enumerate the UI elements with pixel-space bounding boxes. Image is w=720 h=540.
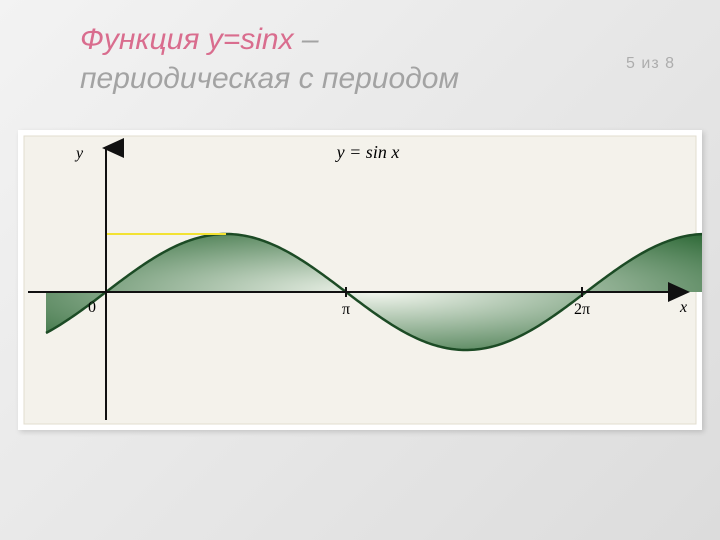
tick-2pi: 2π (574, 301, 590, 318)
tick-origin: 0 (88, 299, 96, 316)
chart-container: y x y = sin x 0 π 2π (18, 130, 702, 430)
slide: Функция y=sinx – периодическая с периодо… (0, 0, 720, 540)
tick-pi: π (342, 301, 350, 318)
y-axis-label: y (74, 145, 84, 162)
title-accent: Функция y=sinx (80, 23, 294, 56)
equation-label: y = sin x (335, 142, 400, 162)
x-axis-label: x (679, 299, 687, 316)
corner-counter: 5 из 8 (626, 55, 675, 73)
slide-title: Функция y=sinx – периодическая с периодо… (80, 20, 520, 98)
sine-chart: y x y = sin x 0 π 2π (18, 130, 702, 430)
